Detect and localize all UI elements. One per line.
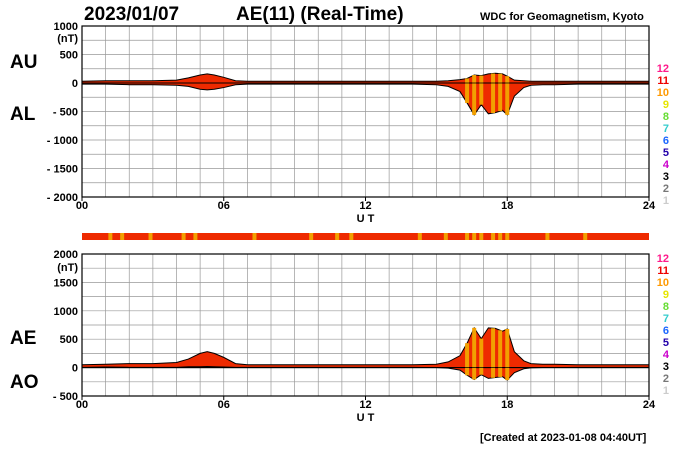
y-tick-label: 1000 <box>54 306 78 318</box>
station-level-label: 2 <box>663 373 669 385</box>
station-level-label: 1 <box>663 195 669 207</box>
x-tick-label: 06 <box>218 399 230 411</box>
station-drop-stripe <box>479 338 484 375</box>
x-axis-label: U T <box>357 213 375 225</box>
y-tick-label: 500 <box>60 334 78 346</box>
x-tick-label: 06 <box>218 200 230 212</box>
station-level-label: 4 <box>663 159 670 171</box>
station-count-highlight <box>498 233 503 240</box>
station-drop-stripe <box>465 343 470 376</box>
x-tick-label: 24 <box>643 200 656 212</box>
station-level-label: 12 <box>657 63 669 75</box>
station-count-highlight <box>309 233 314 240</box>
station-level-label: 5 <box>663 147 669 159</box>
y-tick-label: - 500 <box>53 391 78 403</box>
station-level-label: 6 <box>663 325 669 337</box>
station-count-highlight <box>545 233 550 240</box>
station-drop-stripe <box>505 328 510 381</box>
station-count-highlight <box>472 233 477 240</box>
plot-date: 2023/01/07 <box>84 4 180 25</box>
created-timestamp: [Created at 2023-01-08 04:40UT] <box>480 432 647 444</box>
data-source-label: WDC for Geomagnetism, Kyoto <box>480 11 644 23</box>
y-tick-label: 0 <box>72 363 78 375</box>
station-count-highlight <box>491 233 496 240</box>
station-drop-stripe <box>465 78 470 103</box>
station-level-label: 3 <box>663 361 669 373</box>
station-drop-stripe <box>498 73 503 112</box>
station-count-highlight <box>479 233 484 240</box>
x-tick-label: 24 <box>643 399 656 411</box>
au-series-label: AU <box>10 52 38 73</box>
station-count-strip <box>82 233 649 240</box>
x-tick-label: 12 <box>359 399 371 411</box>
station-level-label: 10 <box>657 87 669 99</box>
station-drop-stripe <box>472 75 477 115</box>
station-level-label: 7 <box>663 313 669 325</box>
station-level-label: 2 <box>663 183 669 195</box>
station-level-label: 8 <box>663 111 669 123</box>
station-level-label: 6 <box>663 135 669 147</box>
y-tick-label: - 1000 <box>47 135 78 147</box>
station-count-highlight <box>417 233 422 240</box>
station-count-highlight <box>465 233 470 240</box>
station-count-highlight <box>583 233 588 240</box>
station-level-label: 1 <box>663 385 669 397</box>
y-tick-label: - 1500 <box>47 164 78 176</box>
y-tick-label: 1500 <box>54 277 78 289</box>
station-count-highlight <box>181 233 186 240</box>
x-tick-label: 12 <box>359 200 371 212</box>
x-axis-label: U T <box>357 412 375 424</box>
ao-series-label: AO <box>10 372 39 393</box>
station-drop-stripe <box>472 327 477 380</box>
station-count-highlight <box>193 233 198 240</box>
station-level-label: 10 <box>657 277 669 289</box>
x-tick-label: 00 <box>76 200 88 212</box>
unit-label: (nT) <box>57 33 78 45</box>
station-level-label: 8 <box>663 301 669 313</box>
y-tick-label: 0 <box>72 78 78 90</box>
station-drop-stripe <box>491 328 496 378</box>
y-tick-label: 1000 <box>54 21 78 33</box>
station-count-highlight <box>108 233 113 240</box>
station-level-label: 7 <box>663 123 669 135</box>
al-series-label: AL <box>10 104 36 125</box>
ae-series-label: AE <box>10 328 37 349</box>
station-level-label: 11 <box>657 265 669 277</box>
station-drop-stripe <box>479 75 484 105</box>
plot-title: AE(11) (Real-Time) <box>236 4 404 25</box>
station-count-highlight <box>148 233 153 240</box>
station-level-label: 3 <box>663 171 669 183</box>
station-drop-stripe <box>491 73 496 114</box>
station-level-label: 9 <box>663 289 669 301</box>
station-count-highlight <box>505 233 510 240</box>
station-drop-stripe <box>498 330 503 377</box>
station-level-label: 11 <box>657 75 669 87</box>
station-level-label: 12 <box>657 253 669 265</box>
unit-label: (nT) <box>57 262 78 274</box>
y-tick-label: 500 <box>60 50 78 62</box>
station-count-highlight <box>120 233 125 240</box>
y-tick-label: - 500 <box>53 107 78 119</box>
y-tick-label: - 2000 <box>47 192 78 204</box>
y-tick-label: 2000 <box>54 249 78 261</box>
station-count-highlight <box>335 233 340 240</box>
x-tick-label: 18 <box>501 399 513 411</box>
x-tick-label: 18 <box>501 200 513 212</box>
station-count-highlight <box>443 233 448 240</box>
station-count-highlight <box>349 233 354 240</box>
station-level-label: 4 <box>663 349 670 361</box>
station-level-label: 9 <box>663 99 669 111</box>
station-drop-stripe <box>505 76 510 115</box>
station-count-highlight <box>252 233 257 240</box>
x-tick-label: 00 <box>76 399 88 411</box>
station-level-label: 5 <box>663 337 669 349</box>
